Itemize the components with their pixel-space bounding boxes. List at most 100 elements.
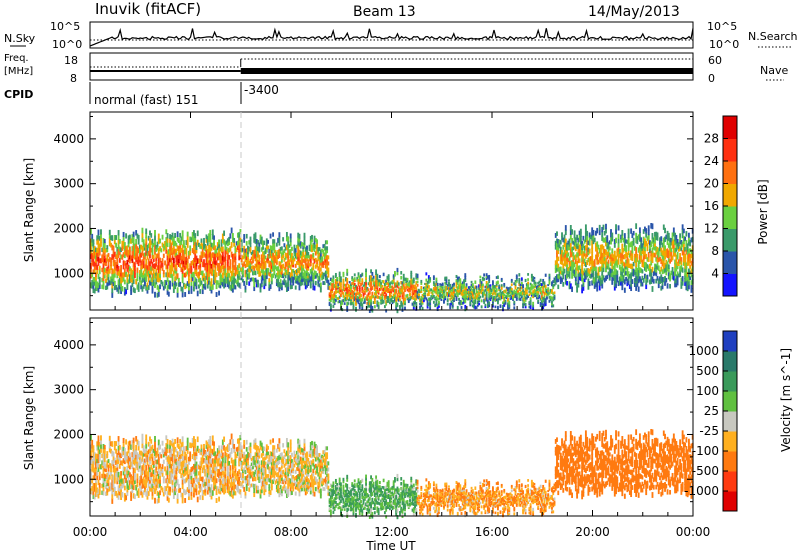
- power-cell: [647, 256, 650, 262]
- power-cell: [95, 282, 97, 288]
- velocity-cell: [138, 464, 141, 469]
- power-cell: [548, 281, 551, 285]
- power-cell: [275, 278, 278, 284]
- freq-tick-bottom: 8: [70, 72, 77, 85]
- velocity-cell: [145, 447, 148, 453]
- power-cell: [445, 287, 448, 291]
- power-cell: [655, 271, 658, 277]
- power-cell: [504, 302, 507, 305]
- power-cell: [476, 296, 479, 299]
- power-cell: [551, 289, 553, 293]
- power-cell: [415, 288, 418, 293]
- power-cell: [275, 254, 278, 259]
- power-cell: [242, 278, 244, 283]
- power-cell: [165, 237, 168, 243]
- power-cell: [120, 279, 123, 284]
- power-cell: [181, 277, 184, 284]
- power-cell: [221, 237, 224, 244]
- power-cell: [298, 233, 301, 239]
- power-cell: [635, 237, 638, 244]
- power-cell: [239, 266, 242, 272]
- power-cell: [247, 276, 249, 280]
- velocity-cell: [106, 491, 109, 496]
- power-cell: [583, 271, 586, 276]
- power-cell: [573, 230, 576, 235]
- power-cell: [616, 263, 619, 268]
- power-cell: [392, 293, 395, 297]
- velocity-cell: [142, 466, 145, 471]
- power-cell: [562, 237, 565, 243]
- power-cell: [427, 302, 430, 307]
- power-cell: [284, 255, 287, 260]
- power-cell: [587, 257, 590, 263]
- power-cell: [584, 274, 587, 280]
- power-cell: [350, 284, 352, 288]
- power-cell: [654, 270, 656, 276]
- power-cell: [687, 240, 690, 246]
- power-cell: [635, 223, 638, 230]
- power-cell: [318, 275, 321, 279]
- velocity-cell: [92, 486, 95, 492]
- power-cell: [553, 297, 556, 301]
- power-cell: [152, 242, 155, 247]
- power-cell: [291, 253, 293, 258]
- power-cell: [453, 294, 455, 298]
- power-cell: [151, 273, 154, 279]
- power-cell: [489, 289, 492, 292]
- power-cell: [686, 243, 689, 248]
- velocity-cell: [166, 439, 169, 445]
- power-cell: [287, 273, 290, 279]
- power-cell: [486, 282, 489, 287]
- power-cell: [319, 285, 322, 290]
- power-cell: [160, 248, 163, 253]
- power-cell: [481, 288, 484, 292]
- power-cell: [468, 295, 470, 298]
- power-cell: [529, 282, 532, 286]
- power-cell: [499, 289, 502, 292]
- power-cell: [469, 292, 472, 296]
- power-cell: [159, 238, 161, 244]
- velocity-cell: [161, 487, 164, 493]
- power-cell: [581, 241, 584, 247]
- power-cell: [544, 289, 547, 293]
- power-cell: [303, 254, 306, 260]
- power-cell: [234, 268, 237, 274]
- velocity-cell: [95, 481, 97, 487]
- power-cell: [602, 275, 605, 281]
- power-cell: [463, 282, 465, 286]
- power-cell: [292, 261, 295, 265]
- power-cell: [667, 243, 670, 248]
- power-cell: [676, 261, 679, 266]
- power-cell: [630, 276, 633, 283]
- power-cell: [146, 248, 149, 253]
- power-cell: [404, 297, 406, 301]
- power-cell: [528, 293, 531, 296]
- power-cell: [304, 274, 307, 279]
- power-cell: [137, 247, 140, 254]
- power-cell: [125, 246, 128, 252]
- power-cell: [102, 254, 105, 260]
- power-cell: [255, 279, 258, 284]
- power-cell: [98, 284, 101, 290]
- power-cell: [363, 286, 366, 289]
- power-cell: [589, 234, 592, 240]
- power-cell: [513, 282, 516, 286]
- power-cell: [686, 282, 689, 288]
- power-cell: [181, 244, 184, 251]
- power-cell: [535, 292, 538, 295]
- power-cell: [371, 308, 374, 313]
- power-cell: [132, 261, 135, 267]
- power-cell: [213, 245, 215, 251]
- power-cell: [363, 301, 366, 304]
- power-cell: [622, 278, 625, 283]
- power-cell: [214, 256, 217, 262]
- power-cell: [685, 271, 688, 277]
- power-cell: [117, 239, 120, 245]
- power-cell: [224, 267, 227, 273]
- power-cell: [231, 283, 234, 289]
- power-cell: [136, 267, 139, 273]
- power-cell: [583, 239, 586, 244]
- power-cell: [274, 256, 277, 261]
- power-cell: [559, 246, 562, 252]
- velocity-cell: [102, 464, 105, 471]
